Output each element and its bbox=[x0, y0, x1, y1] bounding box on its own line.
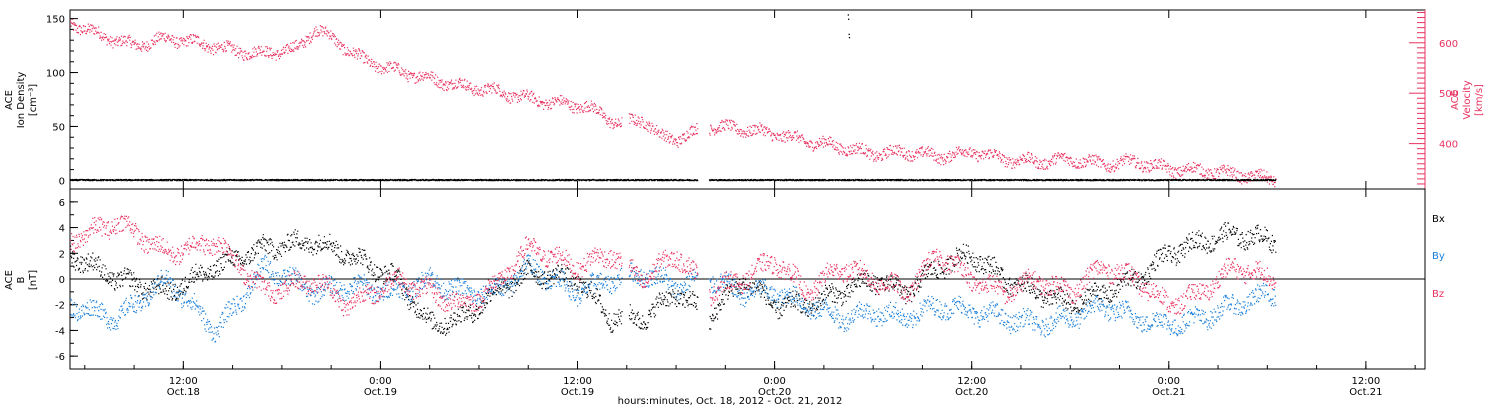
legend-bx: Bx bbox=[1432, 214, 1445, 225]
top-right-axis-label-2: [km/s] bbox=[1474, 84, 1485, 116]
top-right-tick-label: 600 bbox=[1439, 39, 1458, 50]
top-left-axis-label-1: Ion Density bbox=[16, 72, 27, 129]
x-tick-label-time: 0:00 bbox=[1158, 376, 1180, 387]
density-points bbox=[70, 178, 1277, 182]
velocity-series bbox=[70, 18, 1277, 188]
velocity-series-points bbox=[70, 18, 1277, 188]
b-series-by-points bbox=[70, 254, 1277, 343]
legend-by: By bbox=[1432, 251, 1445, 262]
density-spike-point bbox=[848, 33, 850, 36]
x-tick-label-time: 12:00 bbox=[169, 376, 198, 387]
bottom-left-tick-label: 4 bbox=[59, 224, 65, 235]
b-series-bz bbox=[70, 215, 1277, 317]
x-tick-label-date: Oct.21 bbox=[1152, 387, 1185, 398]
bottom-left-axis-label-2: [nT] bbox=[28, 270, 39, 290]
x-tick-label-time: 12:00 bbox=[957, 376, 986, 387]
top-left-axis-label-2: [cm⁻³] bbox=[28, 84, 39, 116]
x-axis-label: hours:minutes, Oct. 18, 2012 - Oct. 21, … bbox=[618, 396, 843, 407]
bottom-left-axis-label-0: ACE bbox=[4, 270, 15, 290]
bottom-left-tick-label: 0 bbox=[59, 275, 65, 286]
bottom-left-tick-label: -4 bbox=[55, 326, 65, 337]
top-right-tick-label: 500 bbox=[1439, 89, 1458, 100]
top-left-tick-label: 150 bbox=[46, 15, 65, 26]
density-spike-point bbox=[848, 36, 851, 39]
top-left-tick-label: 0 bbox=[59, 176, 65, 187]
x-tick-label-date: Oct.20 bbox=[758, 387, 791, 398]
x-tick-label-date: Oct.20 bbox=[955, 387, 988, 398]
x-tick-label-date: Oct.19 bbox=[364, 387, 397, 398]
b-series-bz-points bbox=[70, 215, 1277, 317]
top-left-tick-label: 100 bbox=[46, 69, 65, 80]
top-left-axis-label-0: ACE bbox=[4, 90, 15, 110]
top-left-tick-label: 50 bbox=[52, 122, 65, 133]
x-tick-label-time: 12:00 bbox=[563, 376, 592, 387]
b-series-by bbox=[70, 254, 1277, 343]
x-tick-label-time: 0:00 bbox=[369, 376, 391, 387]
top-right-tick-label: 400 bbox=[1439, 140, 1458, 151]
x-tick-label-time: 12:00 bbox=[1351, 376, 1380, 387]
bottom-left-axis-label-1: B bbox=[16, 276, 27, 283]
bottom-left-tick-label: 6 bbox=[59, 198, 65, 209]
x-tick-label-time: 0:00 bbox=[763, 376, 785, 387]
top-right-axis-label-1: Velocity bbox=[1462, 80, 1473, 119]
x-tick-label-date: Oct.21 bbox=[1349, 387, 1382, 398]
top-panel-frame bbox=[69, 9, 1426, 190]
bottom-left-tick-label: -2 bbox=[55, 301, 65, 312]
legend-bz: Bz bbox=[1432, 289, 1444, 300]
top-right-axis-label-0: ACE bbox=[1450, 90, 1461, 110]
bottom-left-tick-label: -6 bbox=[55, 352, 65, 363]
x-tick-label-date: Oct.18 bbox=[167, 387, 200, 398]
x-tick-label-date: Oct.19 bbox=[561, 387, 594, 398]
density-spike-point bbox=[848, 18, 850, 20]
bottom-left-tick-label: 2 bbox=[59, 249, 65, 260]
density-series bbox=[70, 14, 1277, 182]
density-spike-point bbox=[847, 14, 849, 16]
